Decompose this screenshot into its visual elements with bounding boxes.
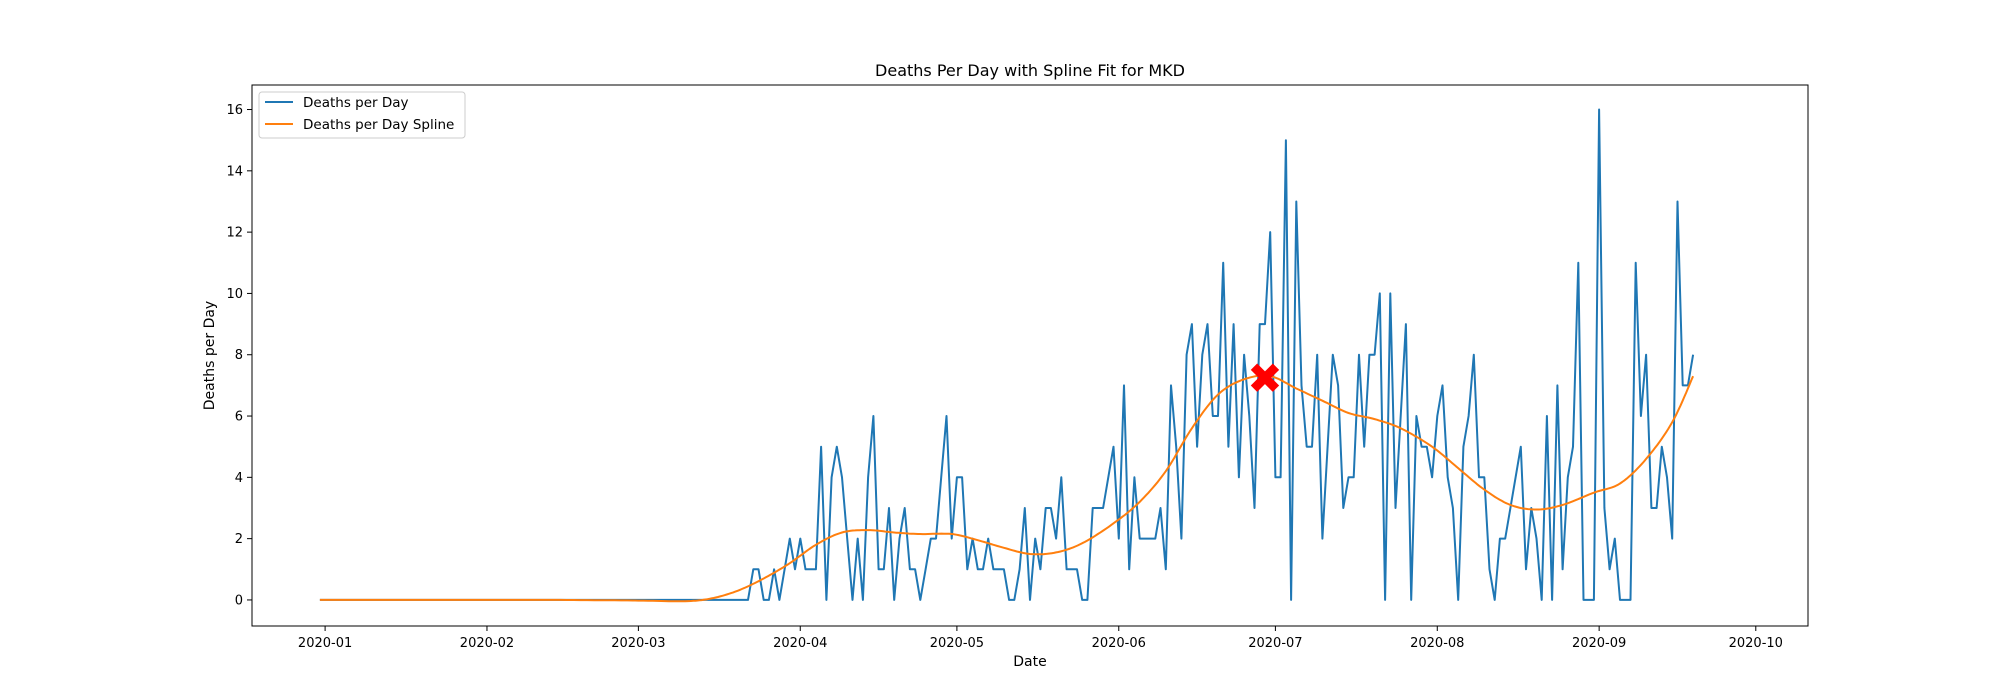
x-tick-label: 2020-01 <box>298 636 352 651</box>
legend: Deaths per Day Deaths per Day Spline <box>258 91 466 139</box>
x-tick-label: 2020-08 <box>1410 636 1464 651</box>
x-tick-label: 2020-07 <box>1248 636 1302 651</box>
y-tick-label: 8 <box>235 348 243 363</box>
legend-box <box>258 91 466 139</box>
x-tick-label: 2020-05 <box>930 636 984 651</box>
legend-label-deaths-per-day: Deaths per Day <box>303 95 409 111</box>
y-tick-label: 16 <box>226 103 243 118</box>
y-axis: 0 2 4 6 8 10 12 14 16 <box>226 103 252 608</box>
x-axis-label: Date <box>1013 654 1046 670</box>
y-tick-label: 2 <box>235 532 243 547</box>
y-tick-label: 0 <box>235 593 243 608</box>
series-line-deaths-per-day <box>319 108 1695 601</box>
legend-label-deaths-per-day-spline: Deaths per Day Spline <box>303 117 454 133</box>
peak-marker-stroke <box>1250 363 1280 392</box>
y-tick-label: 10 <box>226 287 243 302</box>
y-tick-label: 4 <box>235 471 243 486</box>
x-tick-label: 2020-09 <box>1572 636 1626 651</box>
plot-frame <box>251 84 1809 627</box>
series-line-deaths-per-day-spline <box>319 374 1695 603</box>
y-tick-label: 6 <box>235 410 243 425</box>
y-axis-label: Deaths per Day <box>202 301 218 410</box>
x-tick-label: 2020-03 <box>611 636 665 651</box>
x-tick-label: 2020-04 <box>773 636 827 651</box>
x-tick-label: 2020-02 <box>460 636 514 651</box>
x-axis: 2020-01 2020-02 2020-03 2020-04 2020-05 2020-… <box>298 626 1783 651</box>
y-tick-label: 12 <box>226 226 243 241</box>
x-tick-label: 2020-10 <box>1729 636 1783 651</box>
x-tick-label: 2020-06 <box>1092 636 1146 651</box>
y-tick-label: 14 <box>226 164 243 179</box>
peak-marker <box>1250 363 1280 392</box>
chart-title: Deaths Per Day with Spline Fit for MKD <box>875 61 1185 80</box>
